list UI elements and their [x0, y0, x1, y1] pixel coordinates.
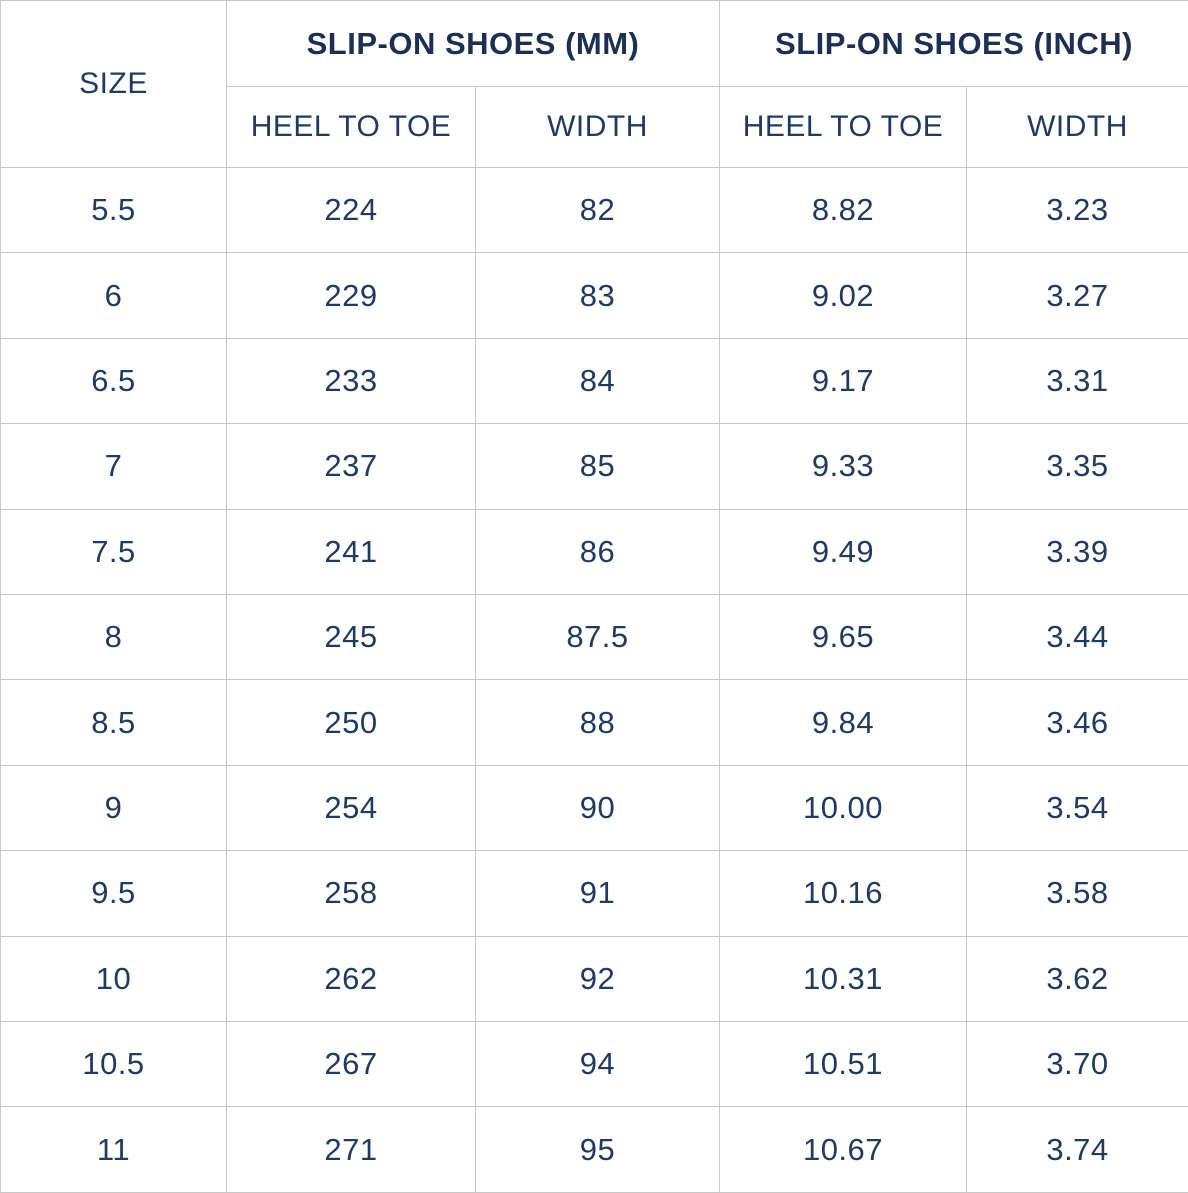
cell-inch-width: 3.70 [966, 1021, 1188, 1108]
table-row: 5.5 224 82 8.82 3.23 [0, 166, 1188, 254]
cell-size: 10 [0, 935, 227, 1023]
cell-size: 7 [0, 423, 227, 510]
cell-inch-width: 3.35 [966, 423, 1188, 510]
table-body: 5.5 224 82 8.82 3.23 6 229 83 9.02 3.27 6.5 233 84 9.… [0, 166, 1188, 1193]
cell-mm-width: 87.5 [475, 594, 720, 681]
col-header-inch-width: WIDTH [966, 86, 1188, 168]
cell-inch-width: 3.39 [966, 508, 1188, 596]
cell-mm-width: 91 [475, 850, 720, 937]
table-row: 9 254 90 10.00 3.54 [0, 764, 1188, 852]
col-header-mm-width: WIDTH [475, 86, 720, 168]
cell-inch-heel-to-toe: 9.49 [719, 508, 967, 596]
cell-mm-heel-to-toe: 241 [226, 508, 476, 596]
cell-inch-heel-to-toe: 10.67 [719, 1106, 967, 1193]
cell-mm-heel-to-toe: 267 [226, 1021, 476, 1108]
cell-mm-heel-to-toe: 258 [226, 850, 476, 937]
cell-inch-heel-to-toe: 9.65 [719, 594, 967, 681]
cell-inch-heel-to-toe: 9.84 [719, 679, 967, 766]
cell-size: 6.5 [0, 337, 227, 425]
cell-mm-heel-to-toe: 250 [226, 679, 476, 766]
cell-mm-width: 86 [475, 508, 720, 596]
cell-inch-width: 3.54 [966, 764, 1188, 852]
table-row: 6 229 83 9.02 3.27 [0, 252, 1188, 339]
table-row: 10 262 92 10.31 3.62 [0, 935, 1188, 1023]
table-row: 7 237 85 9.33 3.35 [0, 423, 1188, 510]
cell-mm-heel-to-toe: 254 [226, 764, 476, 852]
cell-size: 11 [0, 1106, 227, 1193]
cell-mm-heel-to-toe: 224 [226, 166, 476, 254]
table-row: 7.5 241 86 9.49 3.39 [0, 508, 1188, 596]
cell-inch-heel-to-toe: 10.51 [719, 1021, 967, 1108]
col-group-mm: SLIP-ON SHOES (MM) [226, 0, 720, 87]
cell-mm-width: 83 [475, 252, 720, 339]
cell-size: 8 [0, 594, 227, 681]
cell-mm-width: 94 [475, 1021, 720, 1108]
cell-inch-heel-to-toe: 10.31 [719, 935, 967, 1023]
cell-size: 8.5 [0, 679, 227, 766]
table-row: 6.5 233 84 9.17 3.31 [0, 337, 1188, 425]
cell-inch-width: 3.74 [966, 1106, 1188, 1193]
cell-size: 9.5 [0, 850, 227, 937]
cell-inch-width: 3.62 [966, 935, 1188, 1023]
cell-inch-heel-to-toe: 9.02 [719, 252, 967, 339]
cell-mm-width: 92 [475, 935, 720, 1023]
cell-inch-heel-to-toe: 9.33 [719, 423, 967, 510]
cell-mm-heel-to-toe: 245 [226, 594, 476, 681]
cell-size: 7.5 [0, 508, 227, 596]
cell-mm-heel-to-toe: 233 [226, 337, 476, 425]
cell-inch-heel-to-toe: 10.16 [719, 850, 967, 937]
col-header-mm-heel-to-toe: HEEL TO TOE [226, 86, 476, 168]
cell-inch-width: 3.44 [966, 594, 1188, 681]
header-group-row: SIZE SLIP-ON SHOES (MM) SLIP-ON SHOES (I… [0, 0, 1188, 168]
cell-inch-width: 3.31 [966, 337, 1188, 425]
col-header-size: SIZE [0, 0, 227, 168]
table-row: 9.5 258 91 10.16 3.58 [0, 850, 1188, 937]
cell-inch-heel-to-toe: 9.17 [719, 337, 967, 425]
cell-size: 6 [0, 252, 227, 339]
cell-inch-width: 3.46 [966, 679, 1188, 766]
cell-mm-width: 85 [475, 423, 720, 510]
cell-mm-width: 82 [475, 166, 720, 254]
cell-mm-width: 88 [475, 679, 720, 766]
cell-size: 5.5 [0, 166, 227, 254]
col-group-inch: SLIP-ON SHOES (INCH) [719, 0, 1188, 87]
cell-mm-width: 95 [475, 1106, 720, 1193]
cell-inch-heel-to-toe: 8.82 [719, 166, 967, 254]
table-row: 8.5 250 88 9.84 3.46 [0, 679, 1188, 766]
cell-size: 9 [0, 764, 227, 852]
col-header-inch-heel-to-toe: HEEL TO TOE [719, 86, 967, 168]
cell-mm-heel-to-toe: 262 [226, 935, 476, 1023]
cell-inch-width: 3.27 [966, 252, 1188, 339]
cell-inch-width: 3.58 [966, 850, 1188, 937]
cell-inch-heel-to-toe: 10.00 [719, 764, 967, 852]
cell-mm-heel-to-toe: 237 [226, 423, 476, 510]
cell-mm-heel-to-toe: 229 [226, 252, 476, 339]
table-row: 11 271 95 10.67 3.74 [0, 1106, 1188, 1193]
cell-mm-heel-to-toe: 271 [226, 1106, 476, 1193]
table-row: 10.5 267 94 10.51 3.70 [0, 1021, 1188, 1108]
cell-inch-width: 3.23 [966, 166, 1188, 254]
cell-mm-width: 84 [475, 337, 720, 425]
table-row: 8 245 87.5 9.65 3.44 [0, 594, 1188, 681]
cell-size: 10.5 [0, 1021, 227, 1108]
cell-mm-width: 90 [475, 764, 720, 852]
table-header: SIZE SLIP-ON SHOES (MM) SLIP-ON SHOES (I… [0, 0, 1188, 168]
